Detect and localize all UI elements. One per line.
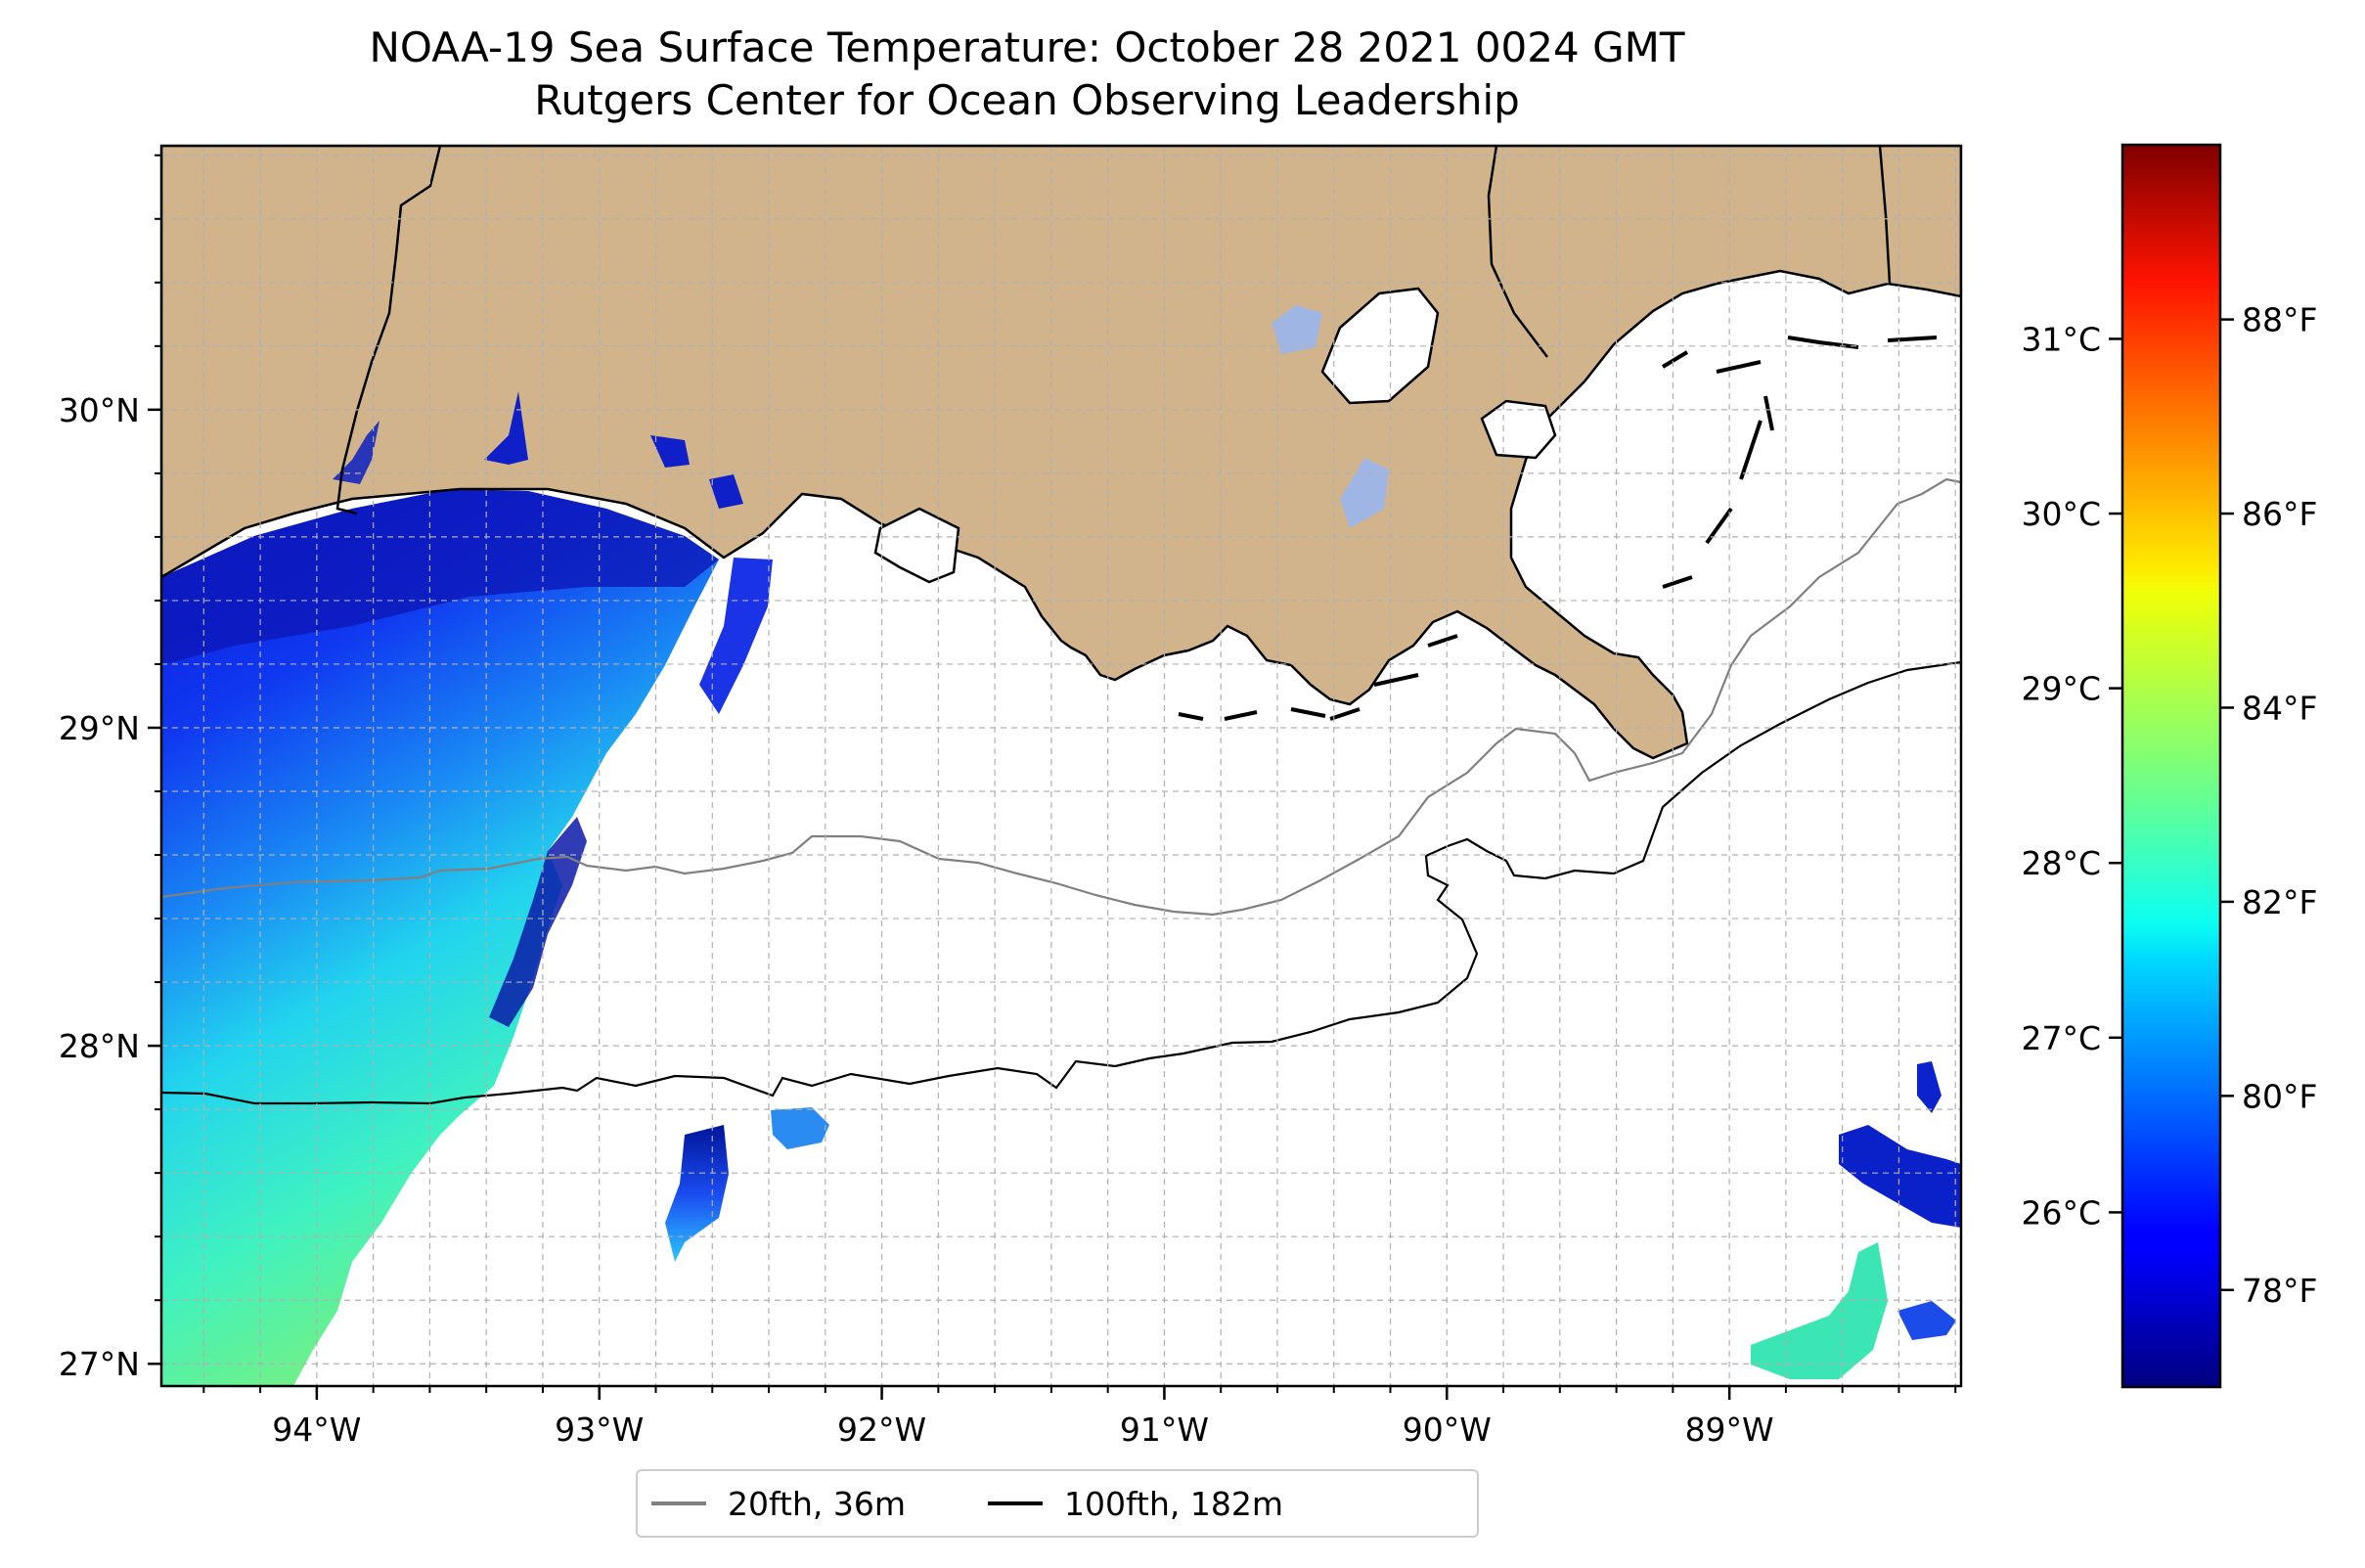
sst-patch-7 — [1897, 1301, 1956, 1340]
colorbar-c-label: 28°C — [2021, 844, 2101, 882]
colorbar-f-label: 88°F — [2242, 301, 2317, 339]
colorbar-c-label: 31°C — [2021, 320, 2101, 358]
legend-line-grey — [651, 1501, 706, 1505]
state-borders — [335, 146, 1892, 515]
sst-patch-3 — [771, 1107, 829, 1149]
isobath-100fth — [161, 660, 1961, 1105]
lon-tick-label: 91°W — [1120, 1411, 1209, 1449]
colorbar-c-label: 30°C — [2021, 495, 2101, 533]
colorbar-f-label: 80°F — [2242, 1077, 2317, 1115]
legend-item-100fth: 100fth, 182m — [974, 1485, 1283, 1523]
colorbar-f-label: 82°F — [2242, 883, 2317, 921]
map-frame — [159, 144, 1963, 1388]
colorbar-celsius-axis: 31°C 30°C 29°C 28°C 27°C 26°C — [2021, 320, 2122, 1232]
legend-item-20fth: 20fth, 36m — [638, 1485, 906, 1523]
sst-dark-north — [161, 489, 719, 665]
map-legend: 20fth, 36m 100fth, 182m — [636, 1469, 1479, 1538]
map-plot-area — [161, 146, 1961, 1386]
lat-tick-label: 27°N — [59, 1345, 140, 1383]
isobath-20fth — [161, 477, 1961, 917]
longitude-axis: 94°W 93°W 92°W 91°W 90°W 89°W — [202, 1386, 1957, 1449]
sst-patch-6 — [1751, 1242, 1888, 1379]
land-marsh-4 — [709, 474, 743, 509]
lon-tick-label: 90°W — [1403, 1411, 1492, 1449]
colorbar — [2120, 143, 2222, 1389]
lat-tick-label: 28°N — [59, 1027, 140, 1065]
lake-blue-2 — [1340, 458, 1389, 528]
colorbar-f-label: 86°F — [2242, 495, 2317, 533]
sst-patch-1 — [699, 558, 773, 714]
lon-tick-label: 94°W — [272, 1411, 361, 1449]
lake-blue-1 — [1272, 305, 1322, 354]
legend-label-100fth: 100fth, 182m — [1064, 1484, 1283, 1523]
land-mainland — [161, 146, 1961, 760]
land-marsh-west — [333, 421, 379, 484]
map-title: NOAA-19 Sea Surface Temperature: October… — [369, 23, 1685, 71]
lon-tick-label: 89°W — [1685, 1411, 1774, 1449]
land-marsh-3 — [650, 435, 690, 468]
lat-tick-label: 29°N — [59, 709, 140, 747]
lon-tick-label: 93°W — [555, 1411, 644, 1449]
lon-tick-label: 92°W — [837, 1411, 926, 1449]
legend-line-black — [988, 1501, 1043, 1505]
lat-tick-label: 30°N — [59, 391, 140, 429]
colorbar-c-label: 29°C — [2021, 670, 2101, 708]
latitude-axis: 30°N 29°N 28°N 27°N — [59, 154, 161, 1383]
sst-patch-4 — [1839, 1125, 1961, 1228]
colorbar-c-label: 26°C — [2021, 1193, 2101, 1232]
lake-2 — [1480, 399, 1557, 460]
map-subtitle: Rutgers Center for Ocean Observing Leade… — [534, 76, 1520, 124]
map-gridlines — [161, 146, 1961, 1386]
colorbar-f-label: 78°F — [2242, 1272, 2317, 1310]
sst-patch-5 — [1917, 1061, 1941, 1113]
sst-swath-west — [161, 489, 719, 1386]
colorbar-c-label: 27°C — [2021, 1019, 2101, 1057]
colorbar-f-label: 84°F — [2242, 689, 2317, 727]
barrier-islands — [1178, 336, 1938, 721]
legend-label-20fth: 20fth, 36m — [728, 1484, 906, 1523]
sst-dark-band — [489, 817, 587, 1027]
colorbar-fahrenheit-axis: 88°F 86°F 84°F 82°F 80°F 78°F — [2220, 301, 2317, 1310]
